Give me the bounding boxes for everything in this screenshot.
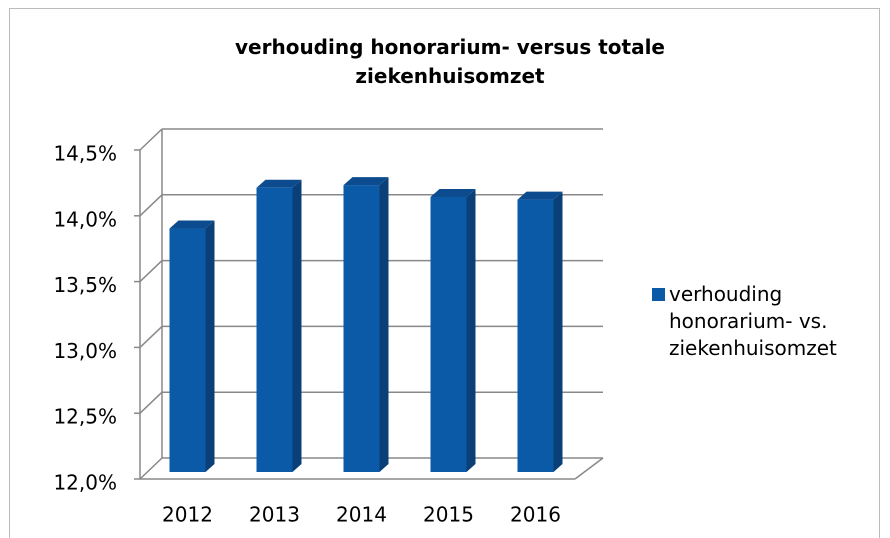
grid-line-side xyxy=(139,391,163,414)
grid-line-side xyxy=(139,457,163,480)
x-tick-label: 2012 xyxy=(162,503,213,527)
x-tick-label: 2014 xyxy=(336,503,387,527)
bar-side xyxy=(553,191,563,472)
x-tick-label: 2015 xyxy=(423,503,474,527)
legend-label: verhouding honorarium- vs. ziekenhuisomz… xyxy=(669,282,837,360)
grid-line-side xyxy=(139,325,163,348)
bar-top xyxy=(256,179,302,188)
chart-border xyxy=(9,8,880,538)
bar-side xyxy=(379,177,389,472)
y-tick-label: 12,0% xyxy=(53,471,117,495)
y-tick-label: 13,5% xyxy=(53,273,117,297)
grid-line-side xyxy=(139,194,163,217)
bar-side xyxy=(466,188,476,472)
legend-swatch xyxy=(652,288,665,301)
bar-top xyxy=(343,177,389,186)
y-tick-label: 14,5% xyxy=(53,142,117,166)
bar-top xyxy=(430,188,476,197)
bar-top xyxy=(169,220,215,229)
floor-right-edge xyxy=(574,457,604,480)
y-tick-label: 13,0% xyxy=(53,339,117,363)
grid-line-side xyxy=(139,260,163,283)
x-tick-label: 2016 xyxy=(510,503,561,527)
x-tick-label: 2013 xyxy=(249,503,300,527)
y-tick-label: 12,5% xyxy=(53,405,117,429)
chart-title: verhouding honorarium- versus totale zie… xyxy=(235,35,665,88)
bar xyxy=(430,196,467,472)
bar xyxy=(169,228,206,472)
bar-side xyxy=(205,220,215,472)
grid-line-side xyxy=(139,128,163,151)
y-tick-label: 14,0% xyxy=(53,207,117,231)
bar-side xyxy=(292,179,302,472)
bar xyxy=(256,187,293,472)
bar-top xyxy=(517,191,563,200)
bar xyxy=(517,199,554,472)
bar xyxy=(343,185,380,472)
legend: verhouding honorarium- vs. ziekenhuisomz… xyxy=(652,281,852,362)
